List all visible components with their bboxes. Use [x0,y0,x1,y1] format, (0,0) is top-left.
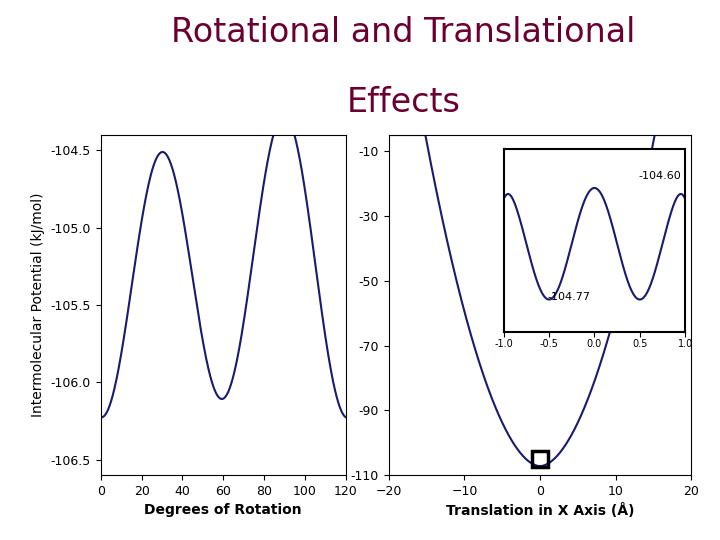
X-axis label: Degrees of Rotation: Degrees of Rotation [145,503,302,517]
X-axis label: Translation in X Axis (Å): Translation in X Axis (Å) [446,503,634,518]
Bar [533,451,548,467]
Text: Rotational and Translational: Rotational and Translational [171,16,635,49]
Y-axis label: Intermolecular Potential (kJ/mol): Intermolecular Potential (kJ/mol) [31,193,45,417]
Text: Effects: Effects [346,86,460,119]
